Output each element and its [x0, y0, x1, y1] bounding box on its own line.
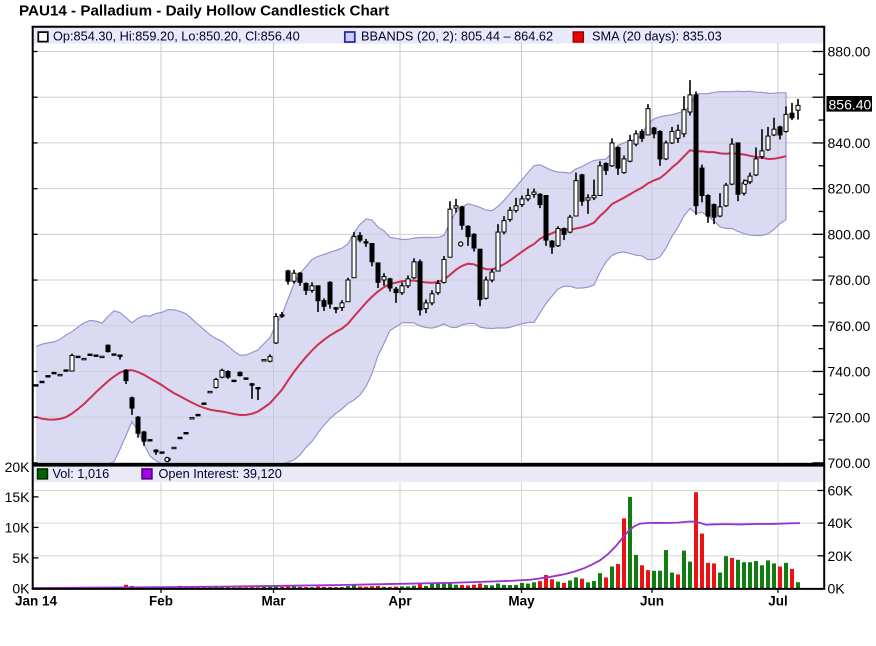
svg-text:Open Interest: 39,120: Open Interest: 39,120: [159, 466, 282, 481]
svg-text:5K: 5K: [12, 550, 30, 566]
svg-text:BBANDS (20, 2): 805.44 – 864.6: BBANDS (20, 2): 805.44 – 864.62: [361, 28, 553, 43]
svg-text:Vol: 1,016: Vol: 1,016: [53, 466, 110, 481]
svg-text:740.00: 740.00: [828, 364, 871, 380]
svg-text:Jan 14: Jan 14: [15, 594, 58, 609]
svg-text:0K: 0K: [12, 581, 30, 597]
svg-text:800.00: 800.00: [828, 226, 871, 242]
svg-text:May: May: [508, 594, 535, 609]
svg-text:40K: 40K: [828, 515, 854, 531]
svg-text:880.00: 880.00: [828, 44, 871, 60]
svg-text:10K: 10K: [5, 520, 31, 536]
svg-text:0K: 0K: [828, 581, 846, 597]
svg-text:Op:854.30, Hi:859.20, Lo:850.2: Op:854.30, Hi:859.20, Lo:850.20, Cl:856.…: [53, 28, 300, 43]
svg-text:SMA (20 days): 835.03: SMA (20 days): 835.03: [592, 28, 722, 43]
svg-text:720.00: 720.00: [828, 409, 871, 425]
svg-text:20K: 20K: [828, 548, 854, 564]
svg-text:15K: 15K: [5, 489, 31, 505]
svg-text:Jun: Jun: [640, 594, 664, 609]
svg-text:20K: 20K: [5, 459, 31, 475]
svg-text:PAU14 - Palladium - Daily Holl: PAU14 - Palladium - Daily Hollow Candles…: [19, 3, 389, 20]
svg-text:856.40: 856.40: [829, 96, 872, 112]
svg-text:840.00: 840.00: [828, 135, 871, 151]
svg-text:700.00: 700.00: [828, 455, 871, 471]
svg-text:780.00: 780.00: [828, 272, 871, 288]
svg-text:60K: 60K: [828, 483, 854, 499]
svg-text:820.00: 820.00: [828, 181, 871, 197]
svg-text:Feb: Feb: [149, 594, 173, 609]
svg-text:Jul: Jul: [768, 594, 788, 609]
svg-text:760.00: 760.00: [828, 318, 871, 334]
svg-text:Apr: Apr: [388, 594, 412, 609]
svg-text:Mar: Mar: [261, 594, 286, 609]
